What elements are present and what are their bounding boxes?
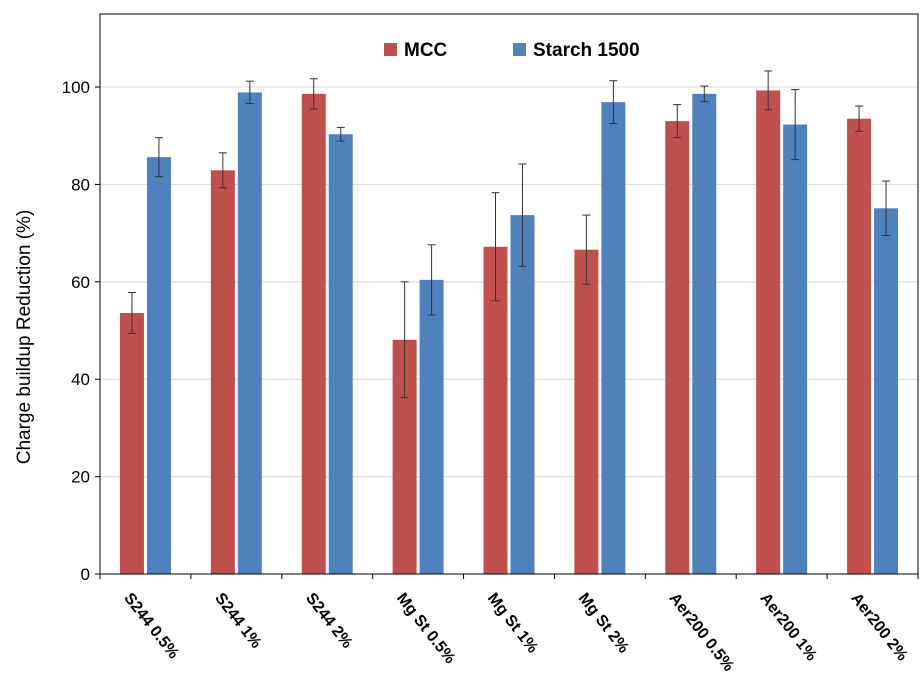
y-tick-label: 0 — [81, 565, 90, 584]
x-tick-label: Mg St 0.5% — [393, 590, 458, 667]
legend-swatch-mcc — [384, 43, 397, 56]
y-tick-label: 20 — [71, 468, 90, 487]
bar-mcc — [847, 118, 872, 575]
y-tick-label: 60 — [71, 273, 90, 292]
bar-mcc — [119, 312, 144, 574]
bar-starch-1500 — [783, 124, 808, 575]
bar-mcc — [210, 170, 235, 574]
gridlines — [100, 86, 918, 478]
y-tick-label: 40 — [71, 370, 90, 389]
bar-starch-1500 — [510, 215, 535, 574]
bar-mcc — [756, 90, 781, 574]
legend-label-starch-1500: Starch 1500 — [533, 40, 640, 61]
y-tick-labels: 0 20 40 60 80 100 — [62, 78, 90, 584]
error-bars-layer — [127, 70, 891, 399]
y-tick-label: 80 — [71, 175, 90, 194]
bar-starch-1500 — [328, 134, 353, 574]
bar-mcc — [301, 93, 326, 574]
bar-mcc — [574, 249, 599, 574]
x-tick-labels: S244 0.5% S244 1% S244 2% Mg St 0.5% Mg St 1… — [120, 590, 910, 675]
x-tick-label: S244 2% — [302, 590, 355, 652]
legend-swatch-starch-1500 — [513, 43, 526, 56]
legend-label-mcc: MCC — [404, 40, 448, 61]
x-tick-label: Mg St 2% — [575, 590, 632, 657]
bar-starch-1500 — [874, 208, 899, 574]
y-tick-label: 100 — [62, 78, 90, 97]
x-tick-label: Aer200 1% — [757, 590, 820, 664]
legend: MCC Starch 1500 — [384, 40, 640, 61]
y-axis-title: Charge buildup Reduction (%) — [14, 210, 35, 465]
plot-frame — [99, 13, 919, 575]
bar-starch-1500 — [601, 102, 626, 574]
bar-mcc — [665, 121, 690, 574]
bar-starch-1500 — [419, 279, 444, 574]
bar-starch-1500 — [237, 92, 262, 575]
bars-layer — [119, 90, 899, 575]
x-tick-label: Aer200 2% — [847, 590, 910, 664]
x-tick-label: Aer200 0.5% — [666, 590, 737, 675]
bar-starch-1500 — [146, 157, 171, 574]
axes — [95, 13, 919, 579]
bar-starch-1500 — [692, 93, 717, 574]
x-tick-label: Mg St 1% — [484, 590, 541, 657]
x-tick-label: S244 0.5% — [120, 590, 182, 662]
x-tick-label: S244 1% — [211, 590, 264, 652]
